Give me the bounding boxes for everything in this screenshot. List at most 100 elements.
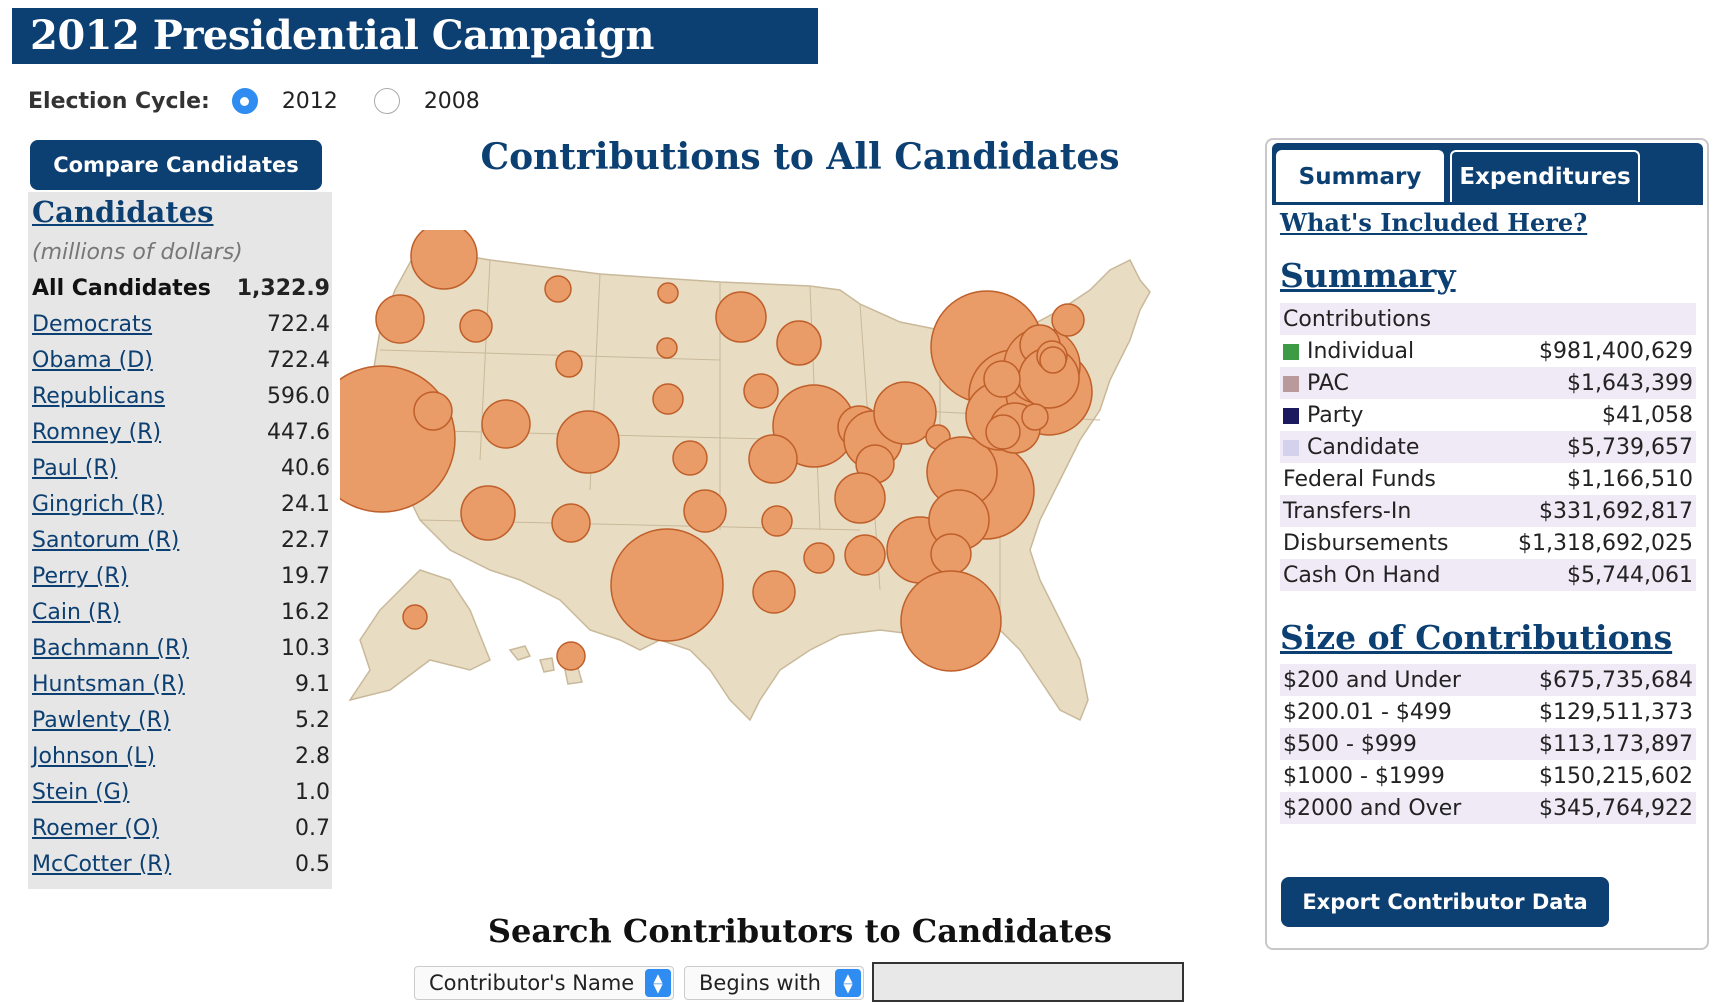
candidates-panel — [28, 192, 332, 889]
candidate-row[interactable]: Paul (R) 40.6 — [32, 450, 330, 486]
us-contributions-map[interactable] — [340, 230, 1220, 780]
candidate-row[interactable]: Democrats 722.4 — [32, 306, 330, 342]
candidate-row[interactable]: McCotter (R) 0.5 — [32, 846, 330, 882]
alaska-shape — [348, 569, 491, 702]
radio-2008-label[interactable]: 2008 — [423, 88, 480, 114]
state-bubble[interactable] — [656, 337, 678, 359]
summary-label: Individual — [1307, 338, 1415, 364]
state-bubble[interactable] — [551, 503, 591, 543]
candidate-link[interactable]: Pawlenty (R) — [32, 707, 171, 733]
tab-summary[interactable]: Summary — [1276, 150, 1444, 202]
search-field-select[interactable]: Contributor's Name ▲ ▼ — [414, 966, 674, 1000]
search-input[interactable] — [872, 962, 1184, 1002]
candidate-link[interactable]: McCotter (R) — [32, 851, 172, 877]
candidate-row[interactable]: Obama (D) 722.4 — [32, 342, 330, 378]
state-bubble[interactable] — [672, 440, 708, 476]
state-bubble[interactable] — [556, 410, 620, 474]
size-row: $1000 - $1999 $150,215,602 — [1280, 760, 1696, 792]
size-row: $200 and Under $675,735,684 — [1280, 664, 1696, 696]
candidate-link[interactable]: Democrats — [32, 311, 153, 337]
radio-2008[interactable] — [373, 88, 400, 114]
candidate-link[interactable]: Bachmann (R) — [32, 635, 189, 661]
candidate-row[interactable]: Johnson (L) 2.8 — [32, 738, 330, 774]
size-label: $200 and Under — [1283, 667, 1461, 693]
radio-2012-label[interactable]: 2012 — [281, 88, 338, 114]
candidate-row[interactable]: Pawlenty (R) 5.2 — [32, 702, 330, 738]
state-bubble[interactable] — [460, 485, 516, 541]
candidate-link[interactable]: Obama (D) — [32, 347, 153, 373]
search-mode-select[interactable]: Begins with ▲ ▼ — [684, 966, 864, 1000]
state-bubble[interactable] — [983, 360, 1021, 398]
candidate-link[interactable]: Republicans — [32, 383, 165, 409]
state-bubble[interactable] — [657, 282, 679, 304]
candidate-row[interactable]: Bachmann (R) 10.3 — [32, 630, 330, 666]
candidate-row[interactable]: Stein (G) 1.0 — [32, 774, 330, 810]
candidate-link[interactable]: Romney (R) — [32, 419, 162, 445]
candidate-row-all[interactable]: All Candidates 1,322.9 — [32, 270, 330, 306]
candidate-row[interactable]: Romney (R) 447.6 — [32, 414, 330, 450]
whats-included-link[interactable]: What's Included Here? — [1280, 208, 1588, 237]
election-cycle-label: Election Cycle: — [28, 88, 210, 114]
state-bubble[interactable] — [1039, 346, 1067, 374]
hawaii-shape — [508, 645, 583, 685]
size-value: $113,173,897 — [1539, 731, 1693, 757]
state-bubble[interactable] — [761, 505, 793, 537]
candidate-link[interactable]: Gingrich (R) — [32, 491, 164, 517]
state-bubble[interactable] — [375, 294, 425, 344]
state-bubbles[interactable] — [340, 230, 1093, 672]
candidate-row[interactable]: Gingrich (R) 24.1 — [32, 486, 330, 522]
search-mode-value: Begins with — [699, 971, 821, 995]
state-bubble[interactable] — [683, 489, 727, 533]
candidate-link[interactable]: Roemer (O) — [32, 815, 159, 841]
state-bubble[interactable] — [752, 570, 796, 614]
state-bubble[interactable] — [900, 570, 1002, 672]
state-bubble[interactable] — [555, 350, 583, 378]
candidate-link[interactable]: Johnson (L) — [32, 743, 156, 769]
state-bubble[interactable] — [985, 414, 1021, 450]
state-bubble[interactable] — [873, 381, 937, 445]
state-bubble[interactable] — [715, 291, 767, 343]
state-bubble[interactable] — [844, 534, 886, 576]
state-bubble[interactable] — [1051, 303, 1085, 337]
candidate-link[interactable]: Paul (R) — [32, 455, 118, 481]
pac-swatch — [1283, 375, 1299, 392]
candidate-row[interactable]: Perry (R) 19.7 — [32, 558, 330, 594]
candidate-link[interactable]: Huntsman (R) — [32, 671, 185, 697]
candidate-row[interactable]: Santorum (R) 22.7 — [32, 522, 330, 558]
candidate-link[interactable]: Santorum (R) — [32, 527, 180, 553]
state-bubble[interactable] — [481, 399, 531, 449]
candidate-link[interactable]: Stein (G) — [32, 779, 130, 805]
summary-value: $41,058 — [1602, 402, 1693, 428]
state-bubble[interactable] — [402, 604, 428, 630]
radio-2012[interactable] — [231, 88, 258, 114]
compare-candidates-button[interactable]: Compare Candidates — [30, 140, 322, 190]
state-bubble[interactable] — [803, 542, 835, 574]
candidate-name[interactable]: All Candidates — [32, 275, 211, 301]
state-bubble[interactable] — [410, 230, 478, 290]
state-bubble[interactable] — [610, 528, 724, 642]
candidate-row[interactable]: Republicans 596.0 — [32, 378, 330, 414]
candidate-amount: 1.0 — [295, 779, 330, 805]
state-bubble[interactable] — [1021, 403, 1049, 431]
state-bubble[interactable] — [413, 391, 453, 431]
state-bubble[interactable] — [652, 383, 684, 415]
candidates-heading[interactable]: Candidates — [32, 195, 214, 229]
summary-row: PAC $1,643,399 — [1280, 367, 1696, 399]
state-bubble[interactable] — [743, 373, 779, 409]
candidate-amount: 24.1 — [281, 491, 330, 517]
state-bubble[interactable] — [776, 320, 822, 366]
state-bubble[interactable] — [834, 472, 886, 524]
candidate-row[interactable]: Roemer (O) 0.7 — [32, 810, 330, 846]
state-bubble[interactable] — [748, 434, 798, 484]
candidate-row[interactable]: Huntsman (R) 9.1 — [32, 666, 330, 702]
candidate-link[interactable]: Cain (R) — [32, 599, 121, 625]
candidate-link[interactable]: Perry (R) — [32, 563, 129, 589]
state-bubble[interactable] — [930, 533, 972, 575]
candidate-row[interactable]: Cain (R) 16.2 — [32, 594, 330, 630]
candidate-amount: 19.7 — [281, 563, 330, 589]
export-contributor-data-button[interactable]: Export Contributor Data — [1281, 877, 1609, 927]
state-bubble[interactable] — [556, 641, 586, 671]
tab-expenditures[interactable]: Expenditures — [1450, 150, 1640, 202]
state-bubble[interactable] — [459, 309, 493, 343]
state-bubble[interactable] — [544, 275, 572, 303]
